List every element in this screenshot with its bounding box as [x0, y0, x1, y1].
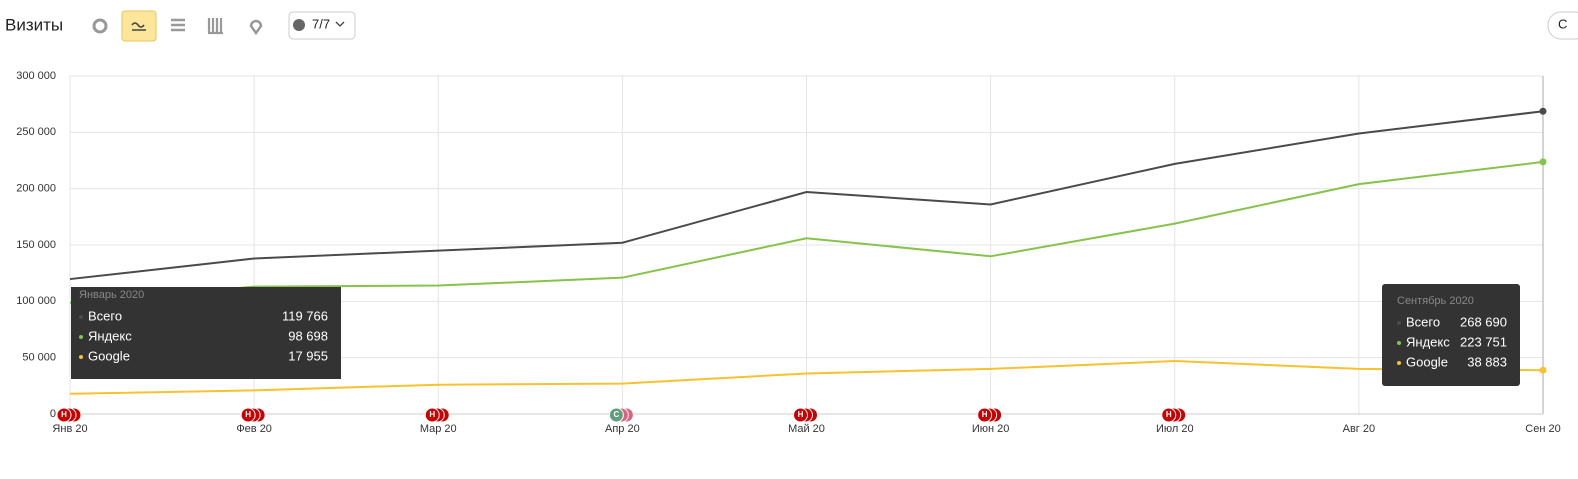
- marker-label: Н: [1166, 410, 1172, 419]
- event-marker[interactable]: Н: [977, 407, 1003, 423]
- marker-label: Н: [982, 410, 988, 419]
- marker-label: Н: [429, 410, 435, 419]
- x-tick-label: Апр 20: [605, 423, 640, 435]
- marker: [977, 407, 993, 423]
- tooltip-dot: [1397, 321, 1401, 325]
- area-icon[interactable]: [171, 18, 185, 32]
- tooltip-value: 119 766: [282, 308, 328, 323]
- y-tick-label: 150 000: [16, 239, 56, 251]
- tooltip-dot: [1397, 361, 1401, 365]
- y-tick-label: 100 000: [16, 295, 56, 307]
- y-tick-label: 250 000: [16, 126, 56, 138]
- tooltip-series: Google: [1406, 354, 1448, 369]
- x-tick-label: Сен 20: [1525, 423, 1560, 435]
- marker-label: Н: [798, 410, 804, 419]
- filter-label: 7/7: [312, 16, 330, 31]
- marker-label: Н: [61, 410, 67, 419]
- marker: [424, 407, 440, 423]
- tooltip-value: 38 883: [1467, 354, 1507, 369]
- y-tick-label: 300 000: [16, 70, 56, 82]
- tooltip-series: Всего: [1406, 314, 1440, 329]
- x-tick-label: Янв 20: [52, 423, 87, 435]
- event-marker[interactable]: Н: [1161, 407, 1187, 423]
- tooltip-dot: [1397, 341, 1401, 345]
- series-line: [69, 360, 1544, 395]
- event-marker[interactable]: Н: [793, 407, 818, 423]
- event-marker[interactable]: Н: [56, 407, 82, 423]
- series-line: [69, 110, 1544, 281]
- x-tick-label: Авг 20: [1343, 423, 1375, 435]
- x-tick-label: Июн 20: [972, 423, 1010, 435]
- y-tick-label: 200 000: [16, 183, 56, 195]
- comment-icon: [293, 19, 305, 31]
- end-point: [1539, 158, 1547, 166]
- tooltip-value: 98 698: [288, 328, 328, 343]
- event-marker[interactable]: Н: [424, 407, 450, 423]
- tooltip: Сентябрь 2020 Всего 268 690 Яндекс 223 751 Go…: [1382, 284, 1520, 386]
- toolbar: 7/7 С: [92, 10, 1578, 42]
- marker: [56, 407, 72, 423]
- tooltip-value: 17 955: [288, 348, 328, 363]
- end-point: [1539, 107, 1547, 115]
- tooltip-dot: [79, 315, 83, 319]
- tooltip-series: Google: [88, 348, 130, 363]
- tooltip-title: Сентябрь 2020: [1397, 295, 1474, 307]
- tooltip-title: Январь 2020: [79, 289, 144, 301]
- filter-button[interactable]: [288, 11, 356, 40]
- side-button-label: С: [1558, 16, 1567, 31]
- series-line: [69, 160, 1544, 304]
- marker-label: Н: [245, 410, 251, 419]
- bar-icon[interactable]: [207, 18, 223, 35]
- page-title: Визиты: [5, 15, 63, 34]
- x-tick-label: Май 20: [788, 423, 825, 435]
- line-icon: [131, 22, 146, 31]
- x-tick-label: Мар 20: [420, 423, 457, 435]
- y-tick-label: 50 000: [22, 352, 56, 364]
- marker: [793, 407, 808, 423]
- tooltip-box: [71, 287, 341, 379]
- end-point: [1539, 366, 1547, 374]
- tooltip-value: 223 751: [1460, 334, 1507, 349]
- tooltip-dot: [79, 335, 83, 339]
- side-button[interactable]: [1547, 11, 1578, 40]
- tooltip-box: [1382, 284, 1520, 386]
- marker: [240, 407, 256, 423]
- tooltip: Январь 2020 Всего 119 766 Яндекс 98 698 Googl…: [71, 287, 341, 379]
- x-tick-label: Фев 20: [236, 423, 272, 435]
- event-marker[interactable]: Н: [240, 407, 266, 423]
- tooltip-series: Всего: [88, 308, 122, 323]
- tooltip-series: Яндекс: [88, 328, 132, 343]
- tooltip-dot: [79, 355, 83, 359]
- event-marker[interactable]: С: [608, 407, 634, 423]
- marker: [608, 407, 624, 423]
- x-tick-label: Июл 20: [1156, 423, 1194, 435]
- chevron: [335, 21, 345, 27]
- pie-icon[interactable]: [92, 18, 108, 34]
- marker-label: С: [613, 410, 619, 419]
- y-tick-label: 0: [50, 408, 56, 420]
- tooltip-series: Яндекс: [1406, 334, 1450, 349]
- tooltip-value: 268 690: [1460, 314, 1507, 329]
- map-icon[interactable]: [249, 19, 263, 36]
- marker: [1161, 407, 1177, 423]
